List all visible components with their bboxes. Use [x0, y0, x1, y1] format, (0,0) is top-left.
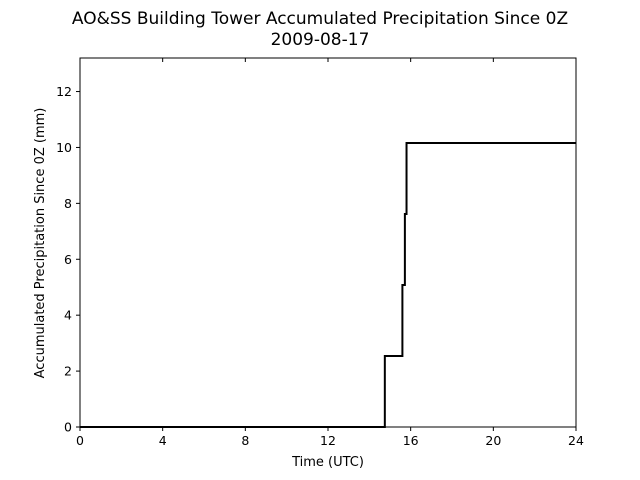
x-tick-label-16: 16 — [403, 433, 419, 448]
y-axis-label: Accumulated Precipitation Since 0Z (mm) — [33, 108, 48, 379]
x-tick-label-20: 20 — [485, 433, 501, 448]
y-tick-label-12: 12 — [56, 84, 72, 99]
x-tick-label-24: 24 — [568, 433, 584, 448]
x-tick-label-12: 12 — [320, 433, 336, 448]
series-line-0 — [80, 141, 576, 428]
y-tick-label-6: 6 — [64, 252, 72, 267]
x-tick-label-4: 4 — [159, 433, 167, 448]
y-tick-label-4: 4 — [64, 308, 72, 323]
chart-title: AO&SS Building Tower Accumulated Precipi… — [72, 9, 568, 29]
y-tick-label-2: 2 — [64, 364, 72, 379]
y-tick-label-10: 10 — [56, 140, 72, 155]
x-tick-label-0: 0 — [76, 433, 84, 448]
y-tick-label-0: 0 — [64, 420, 72, 435]
chart-subtitle: 2009-08-17 — [271, 30, 370, 50]
x-axis-label: Time (UTC) — [291, 455, 364, 470]
x-tick-label-8: 8 — [241, 433, 249, 448]
y-tick-label-8: 8 — [64, 196, 72, 211]
